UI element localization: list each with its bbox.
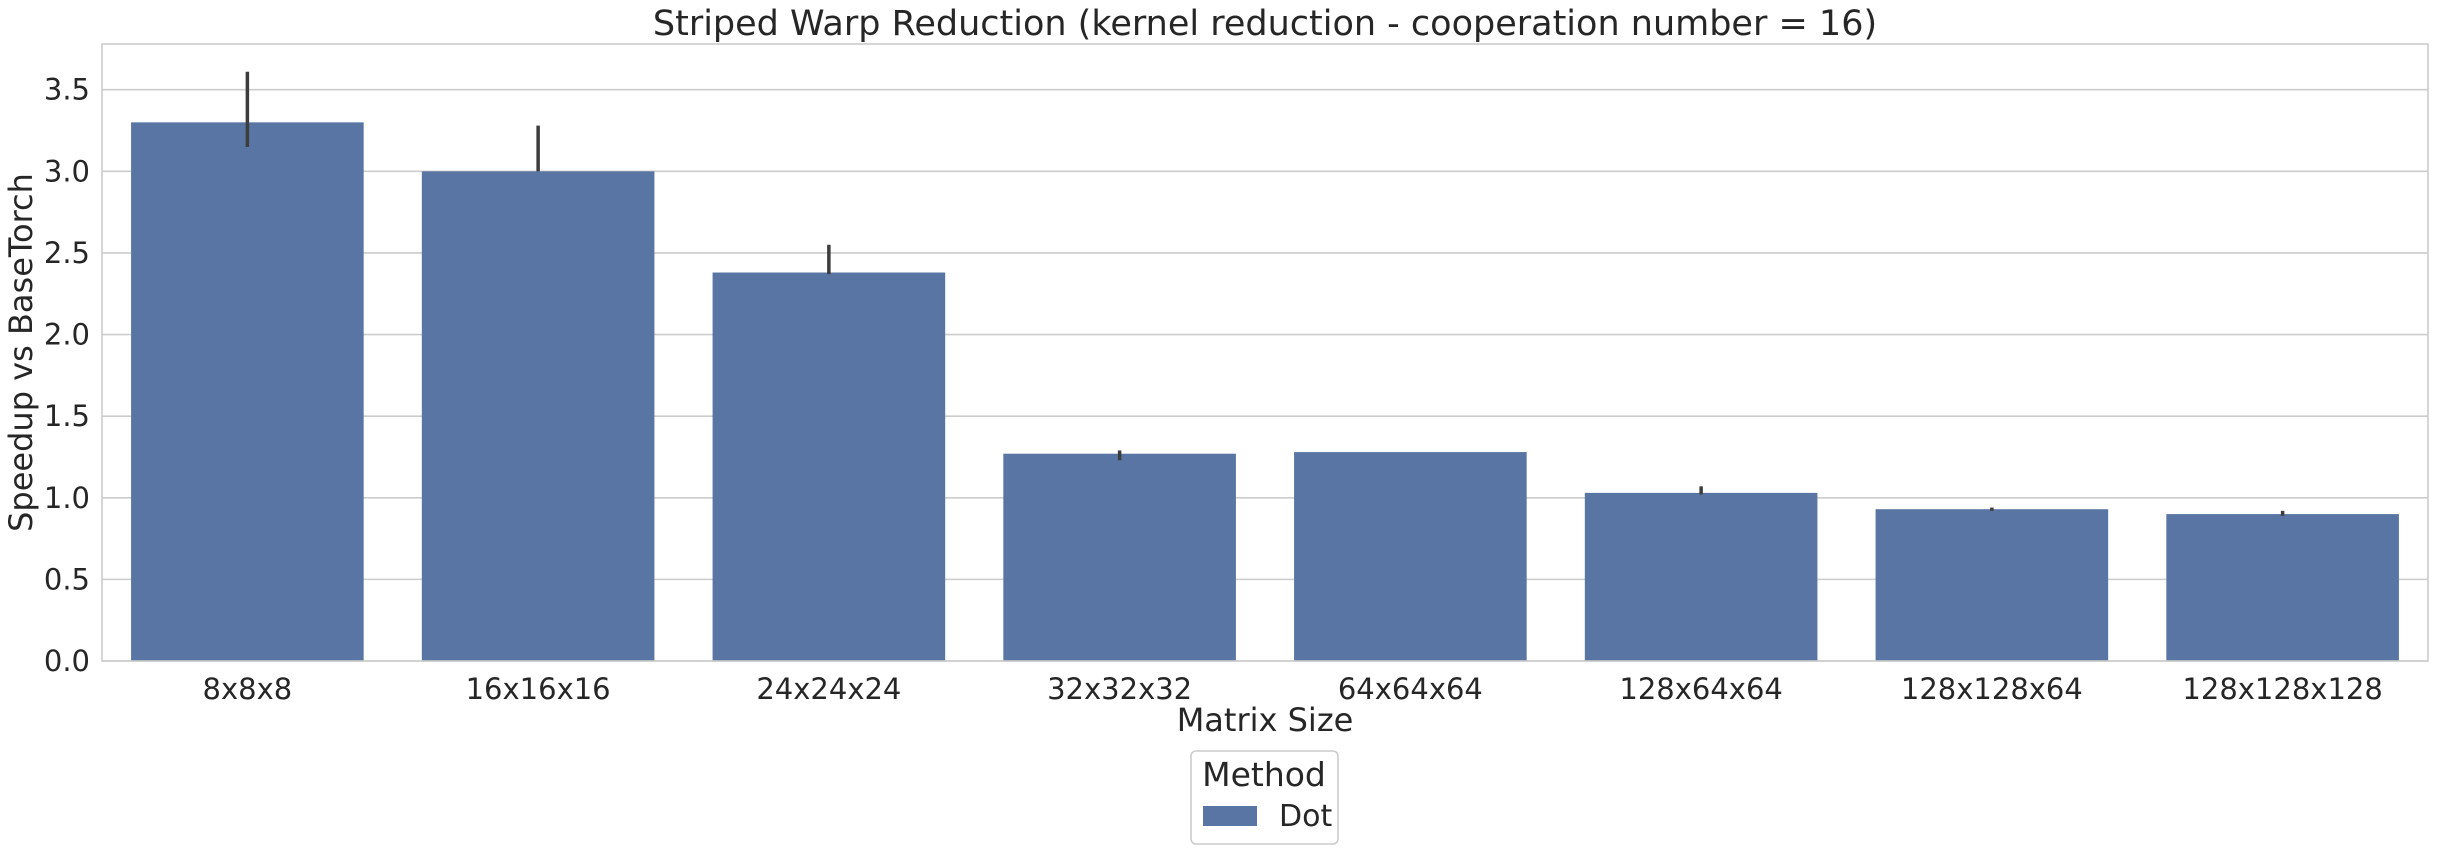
- y-tick-label: 3.5: [44, 73, 90, 107]
- x-tick-label: 16x16x16: [466, 672, 611, 706]
- bar: [1875, 509, 2109, 661]
- y-tick-label: 0.0: [44, 644, 90, 678]
- x-tick-label: 128x64x64: [1619, 672, 1782, 706]
- x-tick-label: 32x32x32: [1047, 672, 1192, 706]
- x-axis-label: Matrix Size: [1177, 701, 1354, 739]
- x-tick-label: 128x128x64: [1901, 672, 2083, 706]
- error-bars: [245, 71, 2285, 516]
- legend-swatch-dot: [1203, 806, 1257, 826]
- x-tick-label: 24x24x24: [756, 672, 901, 706]
- legend-title: Method: [1202, 755, 1326, 794]
- x-tick-labels: 8x8x8 16x16x16 24x24x24 32x32x32 64x64x64 128…: [203, 672, 2383, 706]
- bar: [421, 171, 655, 662]
- bar: [712, 272, 946, 661]
- legend: Method Dot: [1190, 750, 1339, 845]
- chart-title: Striped Warp Reduction (kernel reduction…: [653, 4, 1877, 44]
- y-tick-label: 3.0: [44, 154, 90, 188]
- x-tick-label: 8x8x8: [203, 672, 293, 706]
- y-tick-labels: 0.0 0.5 1.0 1.5 2.0 2.5 3.0 3.5: [44, 73, 90, 678]
- y-tick-label: 0.5: [44, 562, 90, 596]
- bar: [2166, 514, 2399, 661]
- bar: [1584, 492, 1818, 661]
- y-tick-label: 1.0: [44, 481, 90, 515]
- bar: [1003, 453, 1236, 661]
- plot-frame: [101, 43, 2429, 662]
- x-tick-label: 64x64x64: [1338, 672, 1483, 706]
- y-tick-label: 1.5: [44, 399, 90, 433]
- bar: [1294, 452, 1527, 661]
- bars: [131, 122, 2399, 662]
- bar: [131, 122, 364, 662]
- y-tick-label: 2.5: [44, 236, 90, 270]
- x-tick-label: 128x128x128: [2182, 672, 2382, 706]
- legend-label-dot: Dot: [1279, 799, 1332, 834]
- y-tick-label: 2.0: [44, 318, 90, 352]
- y-axis-label: Speedup vs BaseTorch: [2, 173, 40, 532]
